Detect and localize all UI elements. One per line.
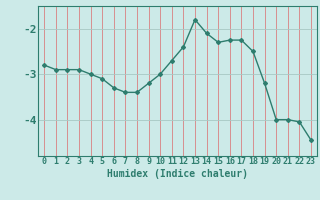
- X-axis label: Humidex (Indice chaleur): Humidex (Indice chaleur): [107, 169, 248, 179]
